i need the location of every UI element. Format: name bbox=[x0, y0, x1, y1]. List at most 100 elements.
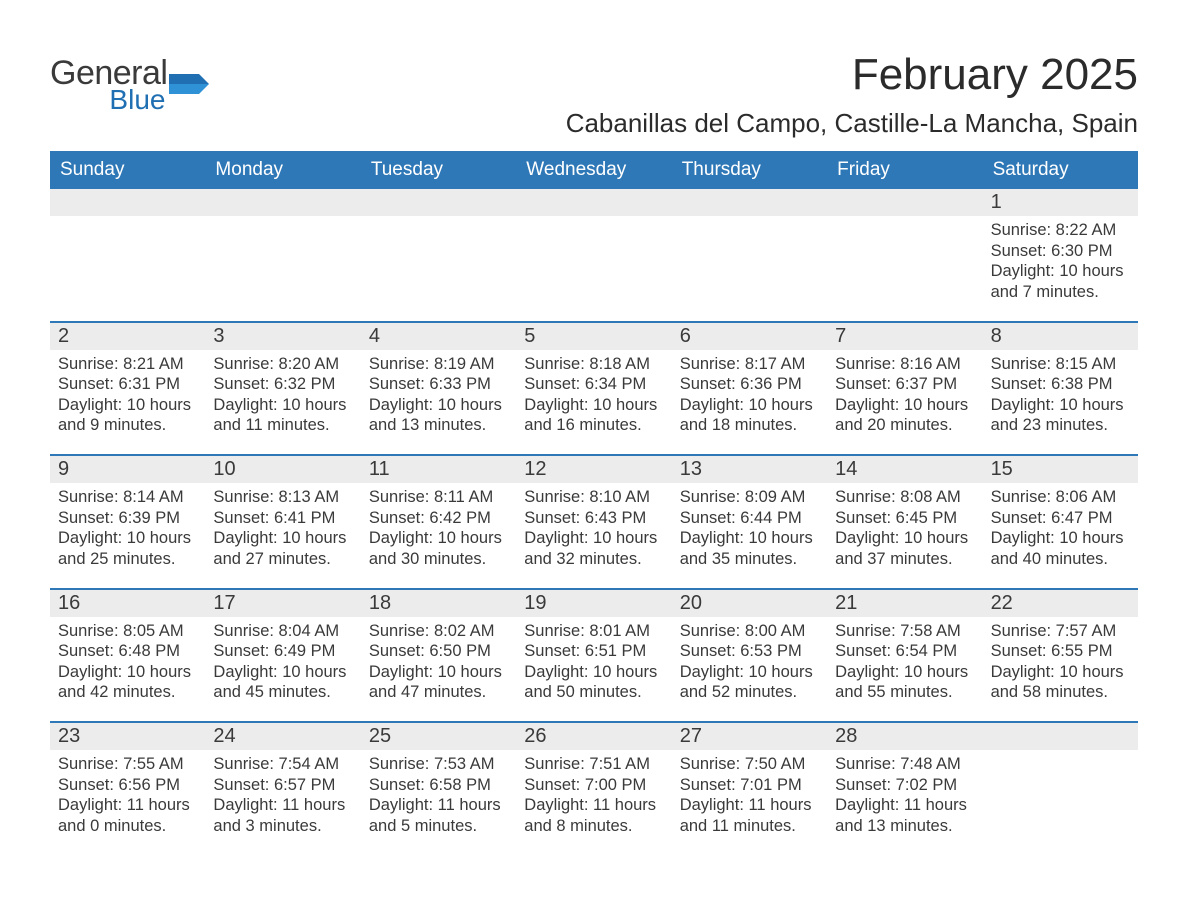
day2-text: and 40 minutes. bbox=[991, 549, 1130, 570]
sunset-text: Sunset: 6:53 PM bbox=[680, 641, 819, 662]
sunset-text: Sunset: 6:47 PM bbox=[991, 508, 1130, 529]
sunrise-text: Sunrise: 7:57 AM bbox=[991, 621, 1130, 642]
sunset-text: Sunset: 6:38 PM bbox=[991, 374, 1130, 395]
day-cell bbox=[361, 216, 516, 321]
sunset-text: Sunset: 6:37 PM bbox=[835, 374, 974, 395]
logo-word-blue: Blue bbox=[50, 86, 167, 114]
day1-text: Daylight: 10 hours bbox=[680, 662, 819, 683]
sunset-text: Sunset: 7:01 PM bbox=[680, 775, 819, 796]
sunset-text: Sunset: 6:43 PM bbox=[524, 508, 663, 529]
sunset-text: Sunset: 6:45 PM bbox=[835, 508, 974, 529]
day-number-cell: 26 bbox=[516, 723, 671, 750]
sunset-text: Sunset: 7:02 PM bbox=[835, 775, 974, 796]
day2-text: and 5 minutes. bbox=[369, 816, 508, 837]
day-number-cell: 19 bbox=[516, 590, 671, 617]
day1-text: Daylight: 10 hours bbox=[213, 528, 352, 549]
day-cell: Sunrise: 8:08 AMSunset: 6:45 PMDaylight:… bbox=[827, 483, 982, 588]
sunset-text: Sunset: 6:51 PM bbox=[524, 641, 663, 662]
sunrise-text: Sunrise: 7:48 AM bbox=[835, 754, 974, 775]
sunrise-text: Sunrise: 8:02 AM bbox=[369, 621, 508, 642]
sunrise-text: Sunrise: 8:10 AM bbox=[524, 487, 663, 508]
day-cell: Sunrise: 8:22 AMSunset: 6:30 PMDaylight:… bbox=[983, 216, 1138, 321]
day2-text: and 20 minutes. bbox=[835, 415, 974, 436]
day-cell: Sunrise: 8:06 AMSunset: 6:47 PMDaylight:… bbox=[983, 483, 1138, 588]
day2-text: and 8 minutes. bbox=[524, 816, 663, 837]
day-cell: Sunrise: 8:17 AMSunset: 6:36 PMDaylight:… bbox=[672, 350, 827, 455]
weeks-container: 1Sunrise: 8:22 AMSunset: 6:30 PMDaylight… bbox=[50, 189, 1138, 855]
day-number-row: 1 bbox=[50, 189, 1138, 216]
day1-text: Daylight: 10 hours bbox=[680, 528, 819, 549]
day1-text: Daylight: 10 hours bbox=[213, 662, 352, 683]
day-number-cell: 2 bbox=[50, 323, 205, 350]
calendar-week: 16171819202122Sunrise: 8:05 AMSunset: 6:… bbox=[50, 588, 1138, 722]
day1-text: Daylight: 10 hours bbox=[58, 395, 197, 416]
day-number-cell bbox=[205, 189, 360, 216]
day2-text: and 11 minutes. bbox=[213, 415, 352, 436]
day-number-cell bbox=[516, 189, 671, 216]
sunrise-text: Sunrise: 8:15 AM bbox=[991, 354, 1130, 375]
sunset-text: Sunset: 6:48 PM bbox=[58, 641, 197, 662]
day-cell: Sunrise: 8:01 AMSunset: 6:51 PMDaylight:… bbox=[516, 617, 671, 722]
day2-text: and 35 minutes. bbox=[680, 549, 819, 570]
sunrise-text: Sunrise: 8:01 AM bbox=[524, 621, 663, 642]
sunrise-text: Sunrise: 7:53 AM bbox=[369, 754, 508, 775]
day1-text: Daylight: 10 hours bbox=[991, 528, 1130, 549]
sunrise-text: Sunrise: 8:04 AM bbox=[213, 621, 352, 642]
day-cell: Sunrise: 7:53 AMSunset: 6:58 PMDaylight:… bbox=[361, 750, 516, 855]
weekday-label: Monday bbox=[205, 151, 360, 189]
day1-text: Daylight: 10 hours bbox=[991, 662, 1130, 683]
sunset-text: Sunset: 6:31 PM bbox=[58, 374, 197, 395]
day-detail-row: Sunrise: 8:21 AMSunset: 6:31 PMDaylight:… bbox=[50, 350, 1138, 455]
day-cell: Sunrise: 8:14 AMSunset: 6:39 PMDaylight:… bbox=[50, 483, 205, 588]
sunset-text: Sunset: 6:41 PM bbox=[213, 508, 352, 529]
sunrise-text: Sunrise: 7:55 AM bbox=[58, 754, 197, 775]
day-cell bbox=[827, 216, 982, 321]
day-number-cell: 25 bbox=[361, 723, 516, 750]
day1-text: Daylight: 10 hours bbox=[991, 261, 1130, 282]
day-number-cell: 14 bbox=[827, 456, 982, 483]
weekday-label: Sunday bbox=[50, 151, 205, 189]
day-cell: Sunrise: 8:11 AMSunset: 6:42 PMDaylight:… bbox=[361, 483, 516, 588]
day-cell: Sunrise: 8:13 AMSunset: 6:41 PMDaylight:… bbox=[205, 483, 360, 588]
sunrise-text: Sunrise: 8:20 AM bbox=[213, 354, 352, 375]
day1-text: Daylight: 11 hours bbox=[524, 795, 663, 816]
day-cell: Sunrise: 7:50 AMSunset: 7:01 PMDaylight:… bbox=[672, 750, 827, 855]
sunrise-text: Sunrise: 8:18 AM bbox=[524, 354, 663, 375]
day-number-cell bbox=[827, 189, 982, 216]
day-detail-row: Sunrise: 8:22 AMSunset: 6:30 PMDaylight:… bbox=[50, 216, 1138, 321]
day2-text: and 47 minutes. bbox=[369, 682, 508, 703]
calendar-week: 232425262728Sunrise: 7:55 AMSunset: 6:56… bbox=[50, 721, 1138, 855]
weekday-label: Wednesday bbox=[516, 151, 671, 189]
day2-text: and 58 minutes. bbox=[991, 682, 1130, 703]
day-number-cell: 22 bbox=[983, 590, 1138, 617]
day2-text: and 30 minutes. bbox=[369, 549, 508, 570]
sunset-text: Sunset: 6:54 PM bbox=[835, 641, 974, 662]
day-number-cell: 11 bbox=[361, 456, 516, 483]
calendar-week: 1Sunrise: 8:22 AMSunset: 6:30 PMDaylight… bbox=[50, 189, 1138, 321]
day2-text: and 42 minutes. bbox=[58, 682, 197, 703]
day1-text: Daylight: 10 hours bbox=[213, 395, 352, 416]
day-cell: Sunrise: 7:55 AMSunset: 6:56 PMDaylight:… bbox=[50, 750, 205, 855]
day1-text: Daylight: 10 hours bbox=[835, 662, 974, 683]
logo: General Blue bbox=[50, 40, 209, 114]
day2-text: and 50 minutes. bbox=[524, 682, 663, 703]
day-cell: Sunrise: 8:04 AMSunset: 6:49 PMDaylight:… bbox=[205, 617, 360, 722]
month-title: February 2025 bbox=[566, 50, 1138, 100]
day2-text: and 9 minutes. bbox=[58, 415, 197, 436]
day-cell: Sunrise: 8:05 AMSunset: 6:48 PMDaylight:… bbox=[50, 617, 205, 722]
day-number-cell bbox=[50, 189, 205, 216]
sunrise-text: Sunrise: 8:16 AM bbox=[835, 354, 974, 375]
day-cell bbox=[672, 216, 827, 321]
sunset-text: Sunset: 6:44 PM bbox=[680, 508, 819, 529]
sunset-text: Sunset: 6:56 PM bbox=[58, 775, 197, 796]
day1-text: Daylight: 11 hours bbox=[213, 795, 352, 816]
sunrise-text: Sunrise: 8:00 AM bbox=[680, 621, 819, 642]
sunrise-text: Sunrise: 8:14 AM bbox=[58, 487, 197, 508]
sunrise-text: Sunrise: 8:13 AM bbox=[213, 487, 352, 508]
day2-text: and 16 minutes. bbox=[524, 415, 663, 436]
day1-text: Daylight: 10 hours bbox=[524, 395, 663, 416]
day-number-cell: 16 bbox=[50, 590, 205, 617]
day1-text: Daylight: 11 hours bbox=[835, 795, 974, 816]
day1-text: Daylight: 11 hours bbox=[58, 795, 197, 816]
day-number-cell: 21 bbox=[827, 590, 982, 617]
